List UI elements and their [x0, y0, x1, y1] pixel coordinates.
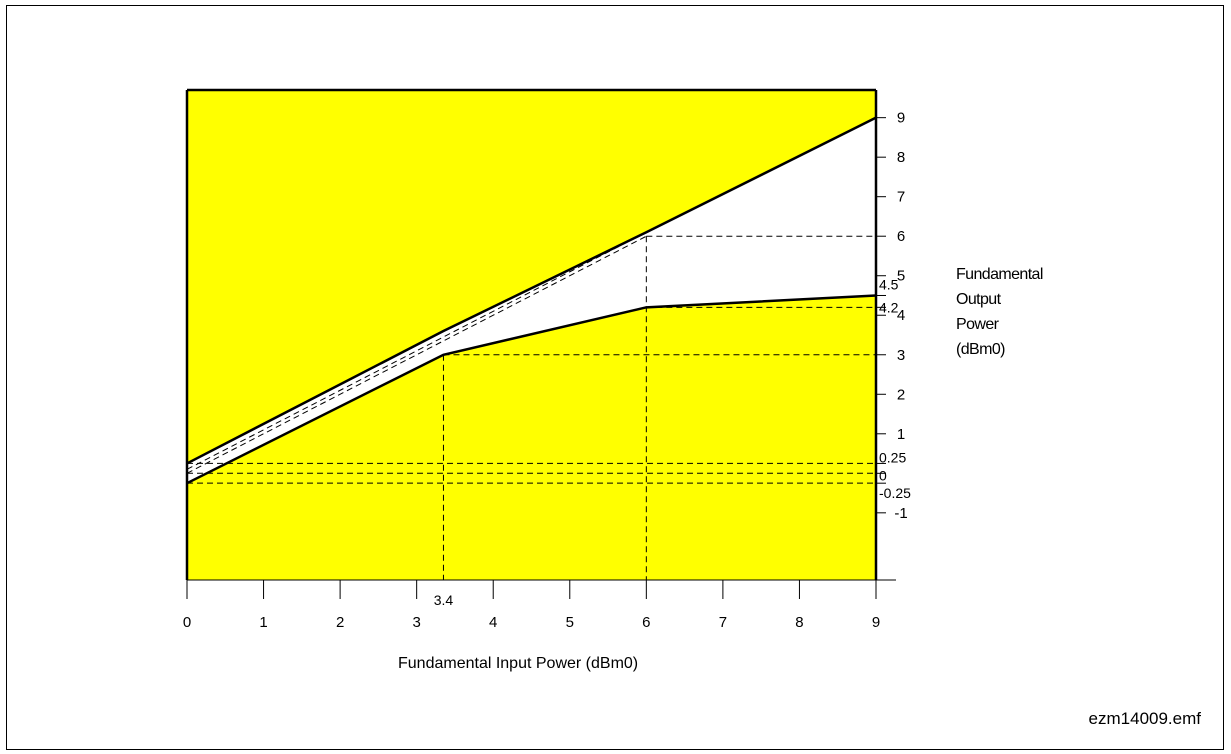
reference-line	[186, 231, 647, 470]
y-tick-label: 4	[897, 307, 905, 324]
x-axis-label: Fundamental Input Power (dBm0)	[398, 655, 639, 672]
y-tick-label: 3	[897, 347, 905, 364]
y-annotation-label: 4.5	[879, 276, 899, 292]
y-tick-label: 5	[897, 268, 905, 285]
reference-line	[186, 235, 647, 474]
figure-frame	[6, 5, 1224, 750]
x-tick-label: 0	[183, 614, 191, 631]
y-axis-label-line-2: Output	[956, 291, 1001, 308]
x-annotation-label: 3.4	[434, 592, 454, 608]
y-annotation-label: 0.25	[879, 449, 906, 465]
x-tick-label: 1	[259, 614, 267, 631]
y-axis-label: Fundamental Output Power (dBm0)	[956, 262, 1043, 362]
file-name-label: ezm14009.emf	[1088, 709, 1201, 728]
x-tick-label: 8	[795, 614, 803, 631]
y-annotation-label: 4.2	[879, 299, 899, 315]
y-annotation-label: -0.25	[879, 485, 911, 501]
y-tick-label: 8	[897, 149, 905, 166]
lower-limit-line	[186, 294, 877, 485]
y-tick-label: 7	[897, 189, 905, 206]
y-tick-label: 2	[897, 386, 905, 403]
x-tick-label: 7	[719, 614, 727, 631]
y-axis-label-line-1: Fundamental	[956, 266, 1043, 283]
x-tick-label: 2	[336, 614, 344, 631]
y-tick-label: 1	[897, 426, 905, 443]
x-tick-label: 6	[642, 614, 650, 631]
upper-limit-line	[186, 116, 877, 465]
x-tick-label: 3	[412, 614, 420, 631]
y-annotation-label: 0	[879, 467, 887, 483]
y-tick-label: -1	[894, 505, 907, 522]
x-tick-label: 5	[566, 614, 574, 631]
lower-forbidden-region	[187, 295, 876, 580]
y-tick-label: 6	[897, 228, 905, 245]
upper-forbidden-region	[187, 90, 876, 464]
x-tick-label: 4	[489, 614, 497, 631]
x-tick-label: 9	[872, 614, 880, 631]
y-axis-label-line-4: (dBm0)	[956, 341, 1005, 358]
y-tick-label: 9	[897, 110, 905, 127]
y-axis-label-line-3: Power	[956, 316, 999, 333]
